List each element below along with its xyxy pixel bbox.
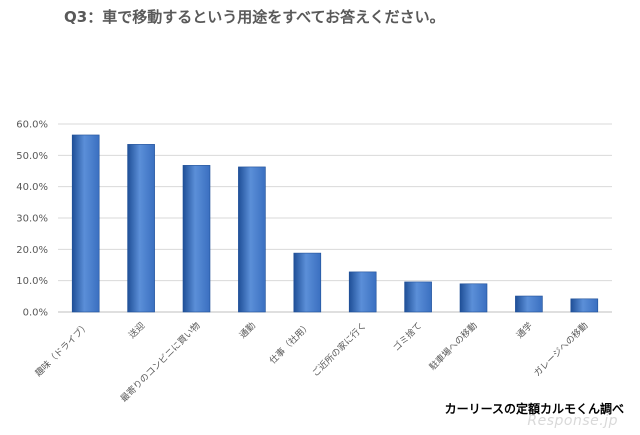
x-tick-label: ゴミ捨て — [390, 320, 424, 354]
y-tick-label: 40.0% — [16, 182, 48, 193]
bar — [570, 298, 599, 313]
watermark: Response.jp — [527, 413, 618, 429]
source-note: カーリースの定額カルモくん調べ — [444, 402, 624, 416]
bars — [71, 134, 599, 313]
bar — [127, 144, 155, 313]
bar — [515, 295, 543, 313]
x-tick-label: ガレージへの移動 — [531, 320, 590, 379]
bar — [348, 271, 377, 313]
bar — [238, 166, 266, 313]
chart-title: Q3：車で移動するという用途をすべてお答えください。 — [64, 8, 445, 26]
x-tick-label: ご近所の家に行く — [309, 320, 368, 379]
y-tick-label: 60.0% — [16, 120, 48, 131]
x-tick-label: 通学 — [514, 320, 535, 341]
x-tick-label: 通勤 — [237, 320, 258, 341]
x-tick-label: 送迎 — [126, 320, 147, 341]
bar — [182, 165, 211, 313]
x-tick-label: 仕事（社用） — [267, 320, 314, 367]
bar — [71, 134, 100, 313]
x-tick-label: 趣味（ドライブ） — [32, 320, 91, 379]
bar — [459, 283, 488, 313]
y-tick-label: 20.0% — [16, 245, 48, 256]
bar — [404, 281, 432, 313]
bar — [293, 252, 322, 313]
y-tick-label: 10.0% — [16, 276, 48, 287]
y-tick-label: 50.0% — [16, 151, 48, 162]
y-tick-label: 0.0% — [23, 308, 48, 319]
y-tick-label: 30.0% — [16, 214, 48, 225]
x-tick-label: 駐車場への移動 — [427, 320, 480, 373]
y-axis-ticks: 0.0% 10.0% 20.0% 30.0% 40.0% 50.0% 60.0% — [16, 120, 48, 319]
